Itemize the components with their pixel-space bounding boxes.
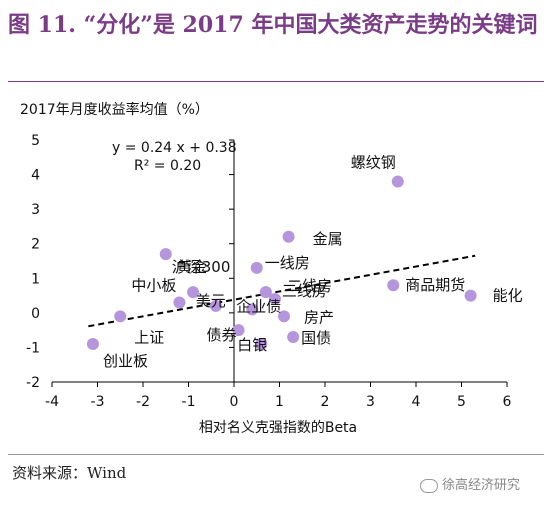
data-point	[232, 324, 245, 337]
data-point	[159, 248, 172, 261]
x-axis-title: 相对名义克强指数的Beta	[199, 420, 357, 436]
x-tick-label: 6	[503, 394, 512, 410]
axes: -4 -3 -2 -1 0 1 2 3 4 5 6 -2 -1 0 1 2 3 4 5	[26, 133, 512, 410]
data-label: 创业板	[103, 352, 148, 370]
data-label: 债券	[207, 326, 237, 344]
data-point	[209, 299, 222, 312]
data-label: 金属	[313, 230, 343, 248]
data-label: 沪深300	[172, 258, 231, 276]
data-label: 国债	[301, 329, 331, 347]
data-label: 二线房	[287, 277, 332, 295]
data-point	[387, 279, 400, 292]
x-tick-label: 4	[412, 394, 421, 410]
x-tick-label: 5	[457, 394, 466, 410]
y-tick-label: 1	[31, 271, 40, 287]
data-label: 白银	[237, 336, 267, 354]
data-point	[250, 261, 263, 274]
data-point	[268, 293, 281, 306]
y-tick-label: -1	[26, 340, 40, 356]
wechat-icon	[420, 478, 438, 493]
data-label: 一线房	[265, 254, 310, 272]
watermark: 徐高经济研究	[420, 474, 520, 493]
data-point	[246, 303, 259, 316]
x-tick-label: -1	[182, 394, 196, 410]
source-note: 资料来源：Wind	[12, 464, 127, 482]
x-tick-label: -4	[45, 394, 59, 410]
y-tick-label: 0	[31, 306, 40, 322]
x-tick-label: 2	[321, 394, 330, 410]
data-point	[86, 337, 99, 350]
data-label: 商品期货	[405, 276, 465, 294]
y-tick-label: 2	[31, 237, 40, 253]
data-point	[391, 175, 404, 188]
data-point	[114, 310, 127, 323]
x-tick-label: 3	[366, 394, 375, 410]
x-tick-label: -3	[91, 394, 105, 410]
data-label: 美元	[196, 292, 226, 310]
y-tick-label: 5	[31, 133, 40, 149]
data-label: 企业债	[236, 297, 281, 315]
x-tick-label: 1	[275, 394, 284, 410]
x-tick-label: 0	[230, 394, 239, 410]
data-point	[187, 286, 200, 299]
data-point	[173, 296, 186, 309]
figure-title: 图 11. “分化”是 2017 年中国大类资产走势的关键词	[8, 12, 538, 38]
scatter-chart: 2017年月度收益率均值（%） 相对名义克强指数的Beta -4 -3 -2 -1 0 1…	[20, 101, 523, 436]
trendline	[88, 254, 476, 328]
data-points	[86, 175, 477, 350]
title-rule	[8, 81, 544, 82]
y-tick-label: 3	[31, 202, 40, 218]
data-label: 房产	[304, 308, 334, 326]
data-point	[282, 230, 295, 243]
y-axis-title: 2017年月度收益率均值（%）	[20, 101, 209, 118]
trend-equation: y = 0.24 x + 0.38	[112, 140, 237, 156]
y-tick-label: -2	[26, 375, 40, 391]
watermark-text: 徐高经济研究	[442, 478, 521, 493]
data-point	[287, 331, 300, 344]
footer-rule	[8, 454, 544, 455]
data-label: 螺纹钢	[351, 153, 396, 171]
data-label: 上证	[134, 328, 164, 346]
data-point	[255, 337, 268, 350]
data-point	[278, 310, 291, 323]
data-point	[464, 289, 477, 302]
data-label: 三线房	[282, 282, 327, 300]
data-label: 能化	[493, 287, 523, 305]
x-tick-label: -2	[136, 394, 150, 410]
data-point	[259, 286, 272, 299]
trendline-path	[88, 254, 476, 328]
trend-r2: R² = 0.20	[134, 158, 201, 174]
data-label: 中小板	[131, 276, 176, 294]
data-label: 黄金	[177, 258, 207, 276]
y-tick-label: 4	[31, 168, 40, 184]
